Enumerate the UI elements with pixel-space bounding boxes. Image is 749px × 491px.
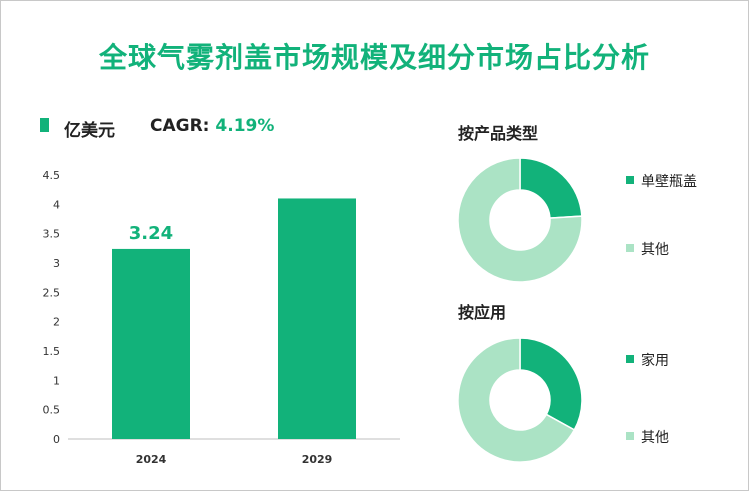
bar-2029: [278, 198, 356, 439]
page-title: 全球气雾剂盖市场规模及细分市场占比分析: [98, 41, 650, 74]
y-tick-label: 0: [53, 433, 60, 446]
legend-swatch: [40, 118, 49, 132]
x-tick-label: 2029: [302, 453, 333, 466]
y-tick-label: 1: [53, 374, 60, 387]
y-tick-label: 0.5: [43, 404, 61, 417]
data-label: 3.24: [129, 223, 173, 244]
pie1-legend-swatch-1: [626, 244, 634, 252]
donut-slice-1: [457, 157, 583, 283]
y-tick-label: 4: [53, 198, 60, 211]
donut-slice-0: [519, 157, 583, 219]
donut-slice-0: [519, 337, 583, 431]
cagr-label: CAGR: 4.19%: [150, 116, 274, 136]
y-tick-label: 2: [53, 316, 60, 329]
cagr-prefix: CAGR:: [150, 116, 216, 136]
y-tick-label: 1.5: [43, 345, 61, 358]
donut-chart-product-type: [457, 157, 583, 283]
bar-2024: [112, 248, 190, 439]
pie1-legend-label-0: 单壁瓶盖: [641, 174, 697, 190]
legend-label: 亿美元: [64, 121, 115, 141]
pie2-legend-swatch-0: [626, 355, 634, 363]
y-tick-label: 4.5: [43, 169, 61, 182]
y-tick-label: 3: [53, 257, 60, 270]
donut-chart-application: [457, 337, 583, 463]
bar-chart: 0 0.5 1 1.5 2 2.5 3 3.5 4 4.5 2024 3.24 2029: [43, 169, 400, 466]
pie2-title: 按应用: [458, 303, 507, 322]
cagr-value: 4.19%: [215, 116, 275, 136]
pie2-legend-label-1: 其他: [641, 430, 669, 446]
pie1-title: 按产品类型: [458, 124, 539, 143]
donut-slice-1: [457, 337, 576, 463]
pie2-legend-label-0: 家用: [641, 353, 669, 369]
pie2-legend-swatch-1: [626, 432, 634, 440]
pie1-legend-label-1: 其他: [641, 242, 669, 258]
x-tick-label: 2024: [136, 453, 167, 466]
pie1-legend-swatch-0: [626, 176, 634, 184]
y-tick-label: 2.5: [43, 286, 61, 299]
y-tick-label: 3.5: [43, 228, 61, 241]
